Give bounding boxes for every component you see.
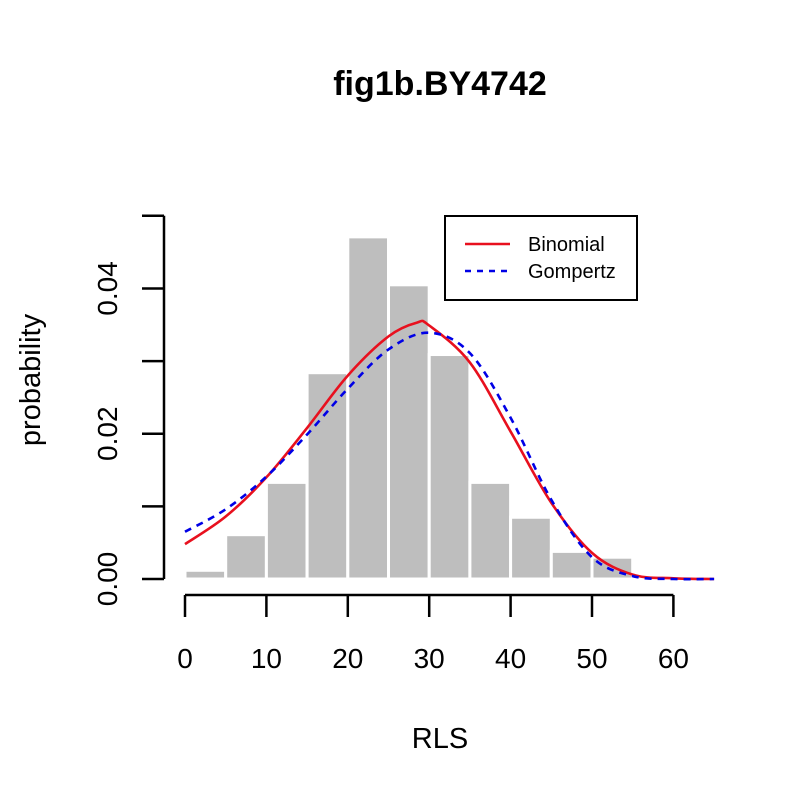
histogram-bar [346, 235, 390, 581]
curve-gompertz [184, 331, 715, 581]
histogram-bar [468, 480, 513, 581]
histogram-bar [183, 568, 228, 581]
histogram-bar [509, 515, 553, 581]
x-tick-label: 30 [414, 643, 445, 674]
histogram-bars [183, 235, 716, 581]
x-tick-label: 40 [495, 643, 526, 674]
histogram-bar [264, 480, 309, 581]
y-axis-label: probability [15, 313, 47, 446]
x-tick-label: 10 [251, 643, 282, 674]
histogram-bar [427, 353, 472, 581]
x-axis: 0 10 20 30 40 50 60 [177, 593, 689, 674]
x-tick-label: 60 [658, 643, 689, 674]
histogram-bar [224, 533, 268, 581]
x-axis-label: RLS [412, 723, 468, 755]
legend-box [444, 215, 638, 301]
y-tick-label: 0.02 [92, 406, 123, 461]
y-tick-label: 0.04 [92, 261, 123, 316]
histogram-bar [590, 555, 635, 581]
x-tick-label: 20 [332, 643, 363, 674]
fitted-curves [184, 319, 715, 581]
legend-label-gompertz: Gompertz [528, 261, 616, 283]
legend-label-binomial: Binomial [528, 234, 605, 256]
chart-title: fig1b.BY4742 [333, 65, 547, 103]
x-tick-label: 0 [177, 643, 193, 674]
y-tick-label: 0.00 [92, 552, 123, 607]
x-tick-label: 50 [576, 643, 607, 674]
histogram-bar [387, 283, 431, 581]
curve-binomial [184, 319, 715, 581]
histogram-bar [305, 371, 350, 581]
legend: Binomial Gompertz [444, 215, 638, 301]
y-axis: 0.00 0.02 0.04 [92, 214, 166, 607]
histogram-bar [549, 549, 594, 581]
